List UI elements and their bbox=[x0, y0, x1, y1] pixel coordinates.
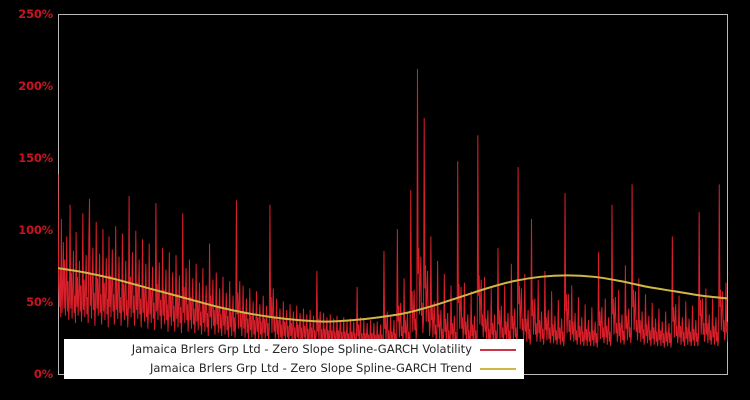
y-axis-tick-labels: 250% 200% 150% 100% 50% 0% bbox=[0, 0, 53, 400]
y-tick-label-50: 50% bbox=[26, 295, 53, 309]
y-tick-label-200: 200% bbox=[18, 79, 53, 93]
series-trend bbox=[58, 267, 728, 323]
plot-area bbox=[58, 68, 728, 350]
legend-swatch-volatility-icon bbox=[480, 348, 516, 351]
legend-swatch-trend-icon bbox=[480, 367, 516, 370]
legend-entry-trend: Jamaica Brlers Grp Ltd - Zero Slope Spli… bbox=[64, 359, 524, 378]
volatility-line bbox=[58, 68, 728, 350]
trend-line bbox=[58, 267, 728, 323]
legend-label-volatility: Jamaica Brlers Grp Ltd - Zero Slope Spli… bbox=[131, 342, 472, 356]
y-tick-label-100: 100% bbox=[18, 223, 53, 237]
legend-entry-volatility: Jamaica Brlers Grp Ltd - Zero Slope Spli… bbox=[64, 340, 524, 359]
y-tick-label-250: 250% bbox=[18, 7, 53, 21]
series-volatility bbox=[58, 68, 728, 350]
y-tick-label-0: 0% bbox=[33, 367, 53, 381]
y-tick-label-150: 150% bbox=[18, 151, 53, 165]
legend: Jamaica Brlers Grp Ltd - Zero Slope Spli… bbox=[64, 339, 524, 379]
legend-label-trend: Jamaica Brlers Grp Ltd - Zero Slope Spli… bbox=[149, 361, 472, 375]
